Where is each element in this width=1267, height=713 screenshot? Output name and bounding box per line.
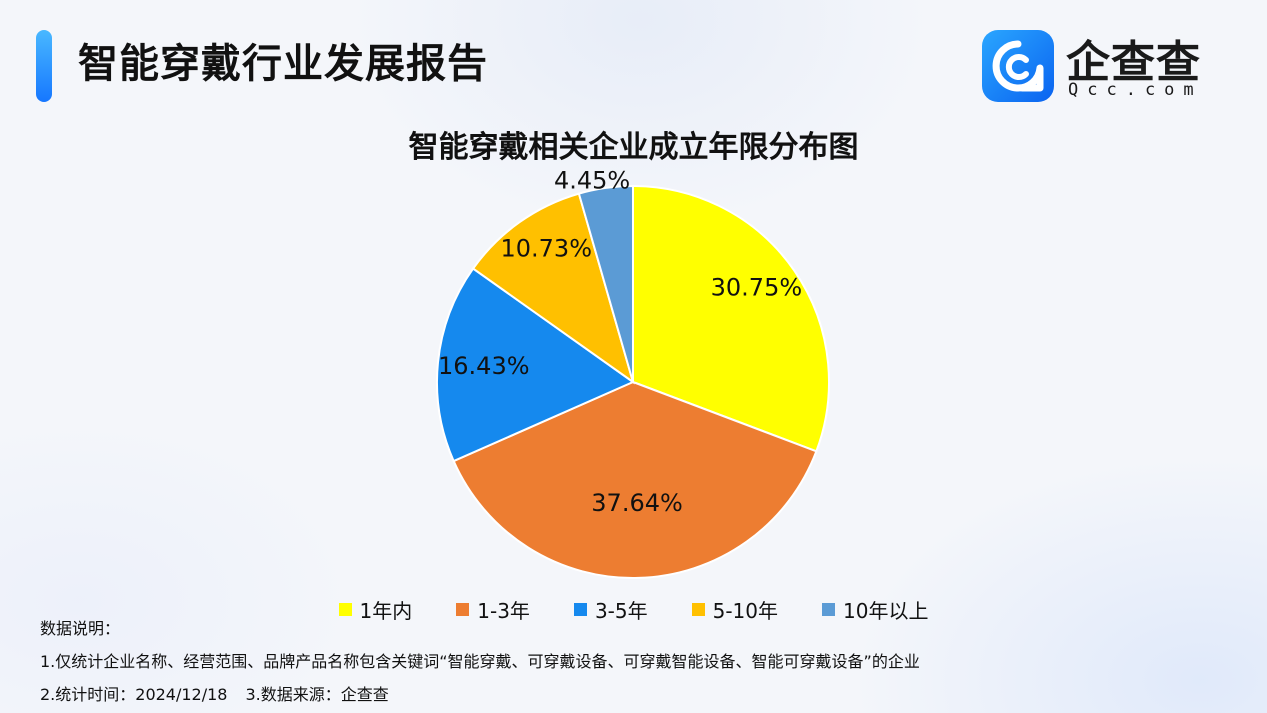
notes-heading: 数据说明： [40, 619, 121, 638]
legend-item-1: 1年内 [338, 596, 413, 623]
legend-item-5: 10年以上 [822, 596, 929, 623]
legend-item-2: 1-3年 [456, 596, 530, 623]
notes-data-source: 3.数据来源：企查查 [245, 685, 389, 704]
legend-label: 1-3年 [477, 598, 530, 623]
pie-slice-3 [436, 267, 636, 463]
legend-swatch [573, 602, 587, 616]
chart-title: 智能穿戴相关企业成立年限分布图 [408, 130, 859, 165]
legend-label: 1年内 [359, 598, 413, 623]
pie-slice-1 [632, 184, 830, 453]
notes-line-1: 1.仅统计企业名称、经营范围、品牌产品名称包含关键词“智能穿戴、可穿戴设备、可穿… [40, 652, 920, 671]
slice-label-1: 30.75% [711, 274, 803, 302]
slice-label-5: 4.45% [554, 166, 630, 194]
slice-label-2: 37.64% [591, 489, 683, 517]
legend-label: 10年以上 [843, 598, 929, 623]
legend-label: 5-10年 [712, 598, 778, 623]
notes-line-2: 2.统计时间：2024/12/18 3.数据来源：企查查 [40, 678, 920, 711]
data-notes: 数据说明： 1.仅统计企业名称、经营范围、品牌产品名称包含关键词“智能穿戴、可穿… [40, 612, 920, 711]
slice-label-3: 16.43% [438, 352, 530, 380]
qcc-logo: 企查查 Qcc.com [982, 30, 1222, 104]
legend-swatch [338, 602, 352, 616]
legend-swatch [822, 602, 835, 616]
title-accent-bar [36, 30, 52, 102]
slice-label-4: 10.73% [500, 235, 592, 263]
report-title: 智能穿戴行业发展报告 [78, 41, 488, 87]
notes-stat-time: 2.统计时间：2024/12/18 [40, 685, 228, 704]
legend-swatch [456, 602, 470, 616]
logo-name: 企查查 [1066, 37, 1201, 88]
pie-slice-2 [452, 380, 818, 579]
legend-item-3: 3-5年 [573, 596, 648, 623]
chart-legend: 1年内 1-3年 3-5年 5-10年 10年以上 [0, 596, 1267, 623]
legend-item-4: 5-10年 [691, 596, 778, 623]
pie-slice-4 [471, 192, 635, 385]
logo-domain: Qcc.com [1068, 80, 1203, 100]
qcc-logo-icon [982, 30, 1054, 102]
pie-slice-5 [577, 184, 634, 383]
legend-label: 3-5年 [594, 598, 648, 623]
legend-swatch [691, 602, 705, 616]
